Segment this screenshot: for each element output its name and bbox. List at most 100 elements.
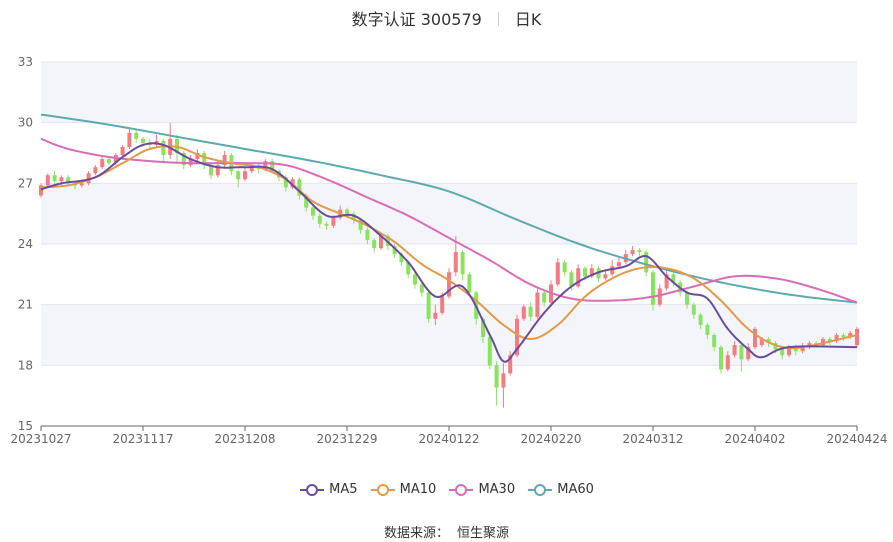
candle-body — [800, 347, 805, 352]
candle-body — [481, 318, 485, 338]
candle-body — [59, 177, 64, 182]
candle-body — [317, 215, 322, 224]
source-value: 恒生聚源 — [457, 526, 510, 541]
x-tick-label: 20240424 — [826, 432, 887, 446]
candle-body — [780, 349, 785, 356]
candle-body — [508, 355, 513, 374]
y-tick-label: 18 — [18, 358, 33, 372]
candle — [447, 268, 451, 299]
candle-body — [576, 268, 581, 287]
candle — [746, 343, 751, 362]
y-tick-label: 27 — [18, 176, 33, 190]
candle-body — [657, 288, 662, 305]
plot-band — [41, 62, 857, 123]
candle-body — [712, 335, 717, 348]
candle-body — [617, 262, 621, 267]
candle-body — [535, 292, 540, 317]
candle — [487, 335, 492, 370]
source-label: 数据来源： — [383, 526, 449, 541]
candle-body — [834, 335, 839, 342]
candle — [855, 326, 859, 348]
y-tick-label: 30 — [18, 116, 33, 130]
candle-body — [202, 153, 207, 166]
candle-body — [610, 266, 615, 275]
candle-body — [127, 132, 132, 147]
candle-body — [705, 324, 710, 335]
legend-ma10-label: MA10 — [399, 482, 437, 497]
ma-line-ma5 — [40, 142, 857, 363]
legend-item-ma60[interactable]: MA60 — [527, 482, 594, 497]
candle — [243, 167, 247, 182]
ma-line-ma30 — [40, 137, 858, 304]
candle-body — [113, 155, 118, 164]
candle — [419, 282, 424, 297]
candle — [521, 304, 526, 321]
candle-body — [651, 272, 655, 305]
x-tick-label: 20240122 — [418, 432, 479, 446]
candle-body — [365, 229, 370, 240]
candle — [644, 250, 649, 277]
candle-body — [222, 155, 227, 166]
candle-body — [141, 138, 145, 143]
candle-body — [746, 347, 751, 360]
candle — [324, 221, 329, 230]
plot-band — [41, 183, 857, 244]
candle-body — [759, 339, 764, 346]
legend-ma60-label: MA60 — [557, 482, 594, 497]
candle-body — [324, 223, 329, 226]
legend-ma60-icon — [528, 483, 553, 496]
x-tick-label: 20240312 — [622, 432, 683, 446]
legend-item-ma5[interactable]: MA5 — [299, 482, 358, 497]
candle-body — [664, 274, 669, 289]
candle-body — [719, 347, 723, 370]
candle-body — [304, 195, 309, 208]
candle-body — [413, 274, 417, 285]
candle-body — [460, 252, 465, 275]
candle-body — [453, 252, 458, 273]
candle-body — [345, 209, 349, 214]
x-tick-label: 20231208 — [214, 432, 275, 446]
legend-item-ma10[interactable]: MA10 — [370, 482, 437, 497]
candles — [39, 122, 859, 408]
candle-body — [426, 292, 431, 319]
grid-lines — [41, 61, 857, 366]
candle-body — [555, 262, 560, 285]
candle — [317, 213, 322, 228]
ma-line-ma10 — [40, 145, 858, 349]
candle — [542, 290, 547, 307]
candle-body — [501, 373, 506, 388]
candle-body — [848, 332, 853, 338]
candle — [576, 264, 581, 289]
candle-body — [283, 177, 288, 188]
candle-body — [671, 274, 676, 283]
legend-ma30-label: MA30 — [478, 482, 516, 497]
candle — [535, 288, 540, 319]
candle-body — [685, 292, 689, 305]
candle-body — [528, 306, 533, 317]
y-axis: 15 18 21 24 27 30 33 — [18, 55, 33, 433]
candle-body — [45, 175, 50, 186]
candle — [181, 150, 186, 170]
legend-item-ma30[interactable]: MA30 — [448, 482, 515, 497]
candle-body — [753, 328, 757, 348]
candle-body — [603, 274, 608, 279]
x-tick-label: 20231117 — [112, 432, 173, 446]
period-label: 日K — [514, 10, 542, 29]
candle — [603, 270, 608, 281]
candle-body — [93, 167, 98, 174]
candle — [596, 266, 601, 283]
candle-body — [134, 132, 139, 139]
candle — [120, 144, 125, 158]
candle-body — [263, 161, 268, 170]
candle — [712, 332, 717, 352]
candle-body — [583, 268, 587, 277]
candle-body — [331, 217, 336, 226]
candle-body — [372, 239, 377, 249]
candle-body — [440, 296, 445, 313]
legend-ma10-icon — [370, 483, 395, 496]
candle-body — [161, 140, 166, 156]
candle — [202, 150, 207, 170]
candle — [297, 177, 302, 200]
candle-body — [691, 304, 696, 315]
